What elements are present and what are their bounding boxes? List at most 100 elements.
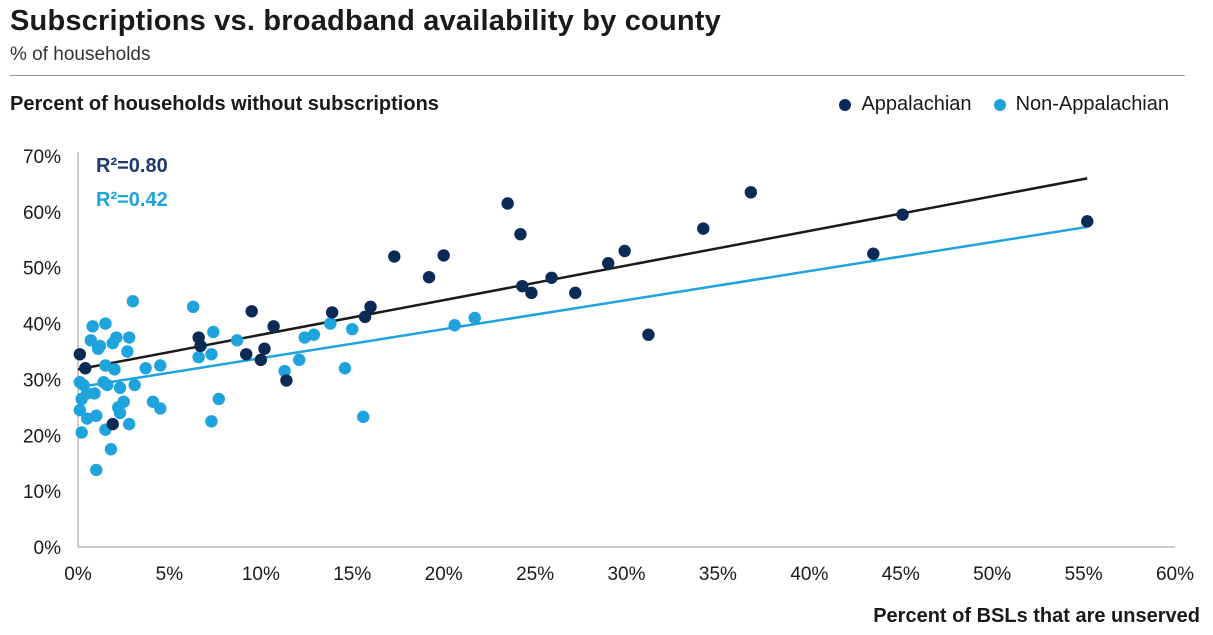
- legend-label-non-appalachian: Non-Appalachian: [1015, 93, 1169, 115]
- data-point-non-appalachian: [117, 395, 130, 408]
- data-point-non-appalachian: [357, 410, 370, 424]
- legend-marker-non-appalachian: [993, 98, 1006, 111]
- data-point-non-appalachian: [122, 417, 136, 431]
- data-point-appalachian: [525, 286, 538, 300]
- data-point-non-appalachian: [468, 311, 481, 325]
- data-point-non-appalachian: [324, 317, 337, 330]
- trendline-non-appalachian: [77, 225, 1088, 389]
- data-point-non-appalachian: [121, 345, 134, 358]
- data-point-appalachian: [258, 342, 271, 355]
- x-tick-label: 40%: [790, 564, 828, 585]
- data-point-non-appalachian: [207, 325, 220, 339]
- data-point-appalachian: [501, 197, 514, 210]
- x-tick-label: 5%: [156, 564, 184, 585]
- legend-label-appalachian: Appalachian: [861, 93, 972, 115]
- data-point-appalachian: [422, 271, 436, 284]
- data-point-appalachian: [896, 208, 909, 221]
- x-tick-label: 15%: [333, 564, 371, 585]
- data-point-non-appalachian: [75, 426, 88, 439]
- y-axis-title: Percent of households without subscripti…: [10, 93, 439, 115]
- data-point-non-appalachian: [205, 348, 218, 361]
- y-tick-label: 20%: [23, 426, 61, 447]
- data-point-appalachian: [437, 249, 450, 262]
- data-point-non-appalachian: [338, 362, 352, 375]
- data-point-non-appalachian: [230, 334, 244, 347]
- x-tick-label: 45%: [882, 564, 920, 585]
- data-point-non-appalachian: [346, 322, 359, 336]
- legend-item-appalachian: Appalachian: [839, 93, 972, 116]
- legend-item-non-appalachian: Non-Appalachian: [993, 93, 1169, 116]
- data-point-appalachian: [358, 310, 372, 324]
- data-point-appalachian: [642, 328, 655, 341]
- data-point-appalachian: [194, 339, 207, 353]
- x-tick-label: 35%: [699, 564, 737, 585]
- data-point-appalachian: [267, 320, 280, 333]
- data-point-appalachian: [73, 348, 87, 361]
- data-point-non-appalachian: [88, 387, 101, 400]
- data-point-appalachian: [280, 374, 293, 387]
- data-point-appalachian: [106, 417, 119, 431]
- data-point-non-appalachian: [104, 443, 118, 456]
- y-tick-label: 60%: [23, 203, 61, 224]
- data-point-appalachian: [545, 271, 558, 284]
- data-point-non-appalachian: [278, 364, 291, 378]
- data-point-appalachian: [516, 279, 529, 293]
- data-point-appalachian: [254, 353, 268, 367]
- data-point-non-appalachian: [86, 320, 99, 333]
- data-point-appalachian: [569, 286, 582, 300]
- data-point-non-appalachian: [73, 403, 87, 417]
- y-tick-label: 30%: [23, 370, 61, 391]
- r2-label-appalachian: R²=0.80: [96, 155, 168, 177]
- data-point-appalachian: [240, 348, 253, 361]
- data-point-non-appalachian: [113, 381, 127, 395]
- data-point-non-appalachian: [110, 331, 123, 344]
- data-point-appalachian: [697, 222, 710, 235]
- data-point-non-appalachian: [154, 402, 167, 415]
- data-point-non-appalachian: [139, 362, 152, 375]
- data-point-appalachian: [867, 247, 880, 260]
- x-axis-title: Percent of BSLs that are unserved: [873, 605, 1200, 627]
- legend: Appalachian Non-Appalachian: [839, 93, 1169, 116]
- x-tick-label: 60%: [1156, 564, 1194, 585]
- data-point-non-appalachian: [448, 319, 461, 332]
- data-point-appalachian: [1081, 215, 1094, 228]
- data-point-non-appalachian: [128, 378, 141, 392]
- data-point-non-appalachian: [307, 328, 321, 341]
- data-point-non-appalachian: [186, 300, 200, 314]
- chart-subtitle: % of households: [10, 44, 151, 65]
- legend-marker-appalachian: [839, 98, 852, 111]
- data-point-appalachian: [602, 257, 615, 270]
- y-tick-label: 50%: [23, 259, 61, 280]
- data-point-non-appalachian: [93, 339, 107, 353]
- data-point-non-appalachian: [99, 317, 112, 330]
- data-point-non-appalachian: [90, 409, 103, 422]
- data-point-appalachian: [618, 244, 631, 258]
- data-point-non-appalachian: [122, 331, 136, 344]
- x-tick-label: 55%: [1065, 564, 1103, 585]
- data-point-non-appalachian: [113, 406, 127, 420]
- x-tick-label: 50%: [973, 564, 1011, 585]
- r2-label-non-appalachian: R²=0.42: [96, 189, 168, 211]
- data-point-non-appalachian: [192, 350, 205, 364]
- data-point-non-appalachian: [205, 415, 218, 428]
- data-point-non-appalachian: [101, 378, 114, 392]
- x-tick-label: 30%: [607, 564, 645, 585]
- data-point-non-appalachian: [90, 463, 103, 477]
- data-point-non-appalachian: [154, 359, 167, 372]
- x-tick-label: 25%: [516, 564, 554, 585]
- data-point-appalachian: [388, 250, 401, 263]
- x-tick-label: 10%: [242, 564, 280, 585]
- data-point-non-appalachian: [126, 295, 140, 308]
- y-tick-label: 70%: [23, 147, 61, 168]
- title-divider: [10, 75, 1185, 76]
- data-point-appalachian: [325, 306, 339, 319]
- y-tick-label: 10%: [23, 482, 61, 503]
- data-point-non-appalachian: [212, 392, 225, 406]
- data-point-appalachian: [245, 305, 258, 318]
- data-point-non-appalachian: [108, 363, 121, 376]
- x-tick-label: 20%: [425, 564, 463, 585]
- trendline-appalachian: [77, 177, 1088, 371]
- data-point-non-appalachian: [84, 334, 97, 347]
